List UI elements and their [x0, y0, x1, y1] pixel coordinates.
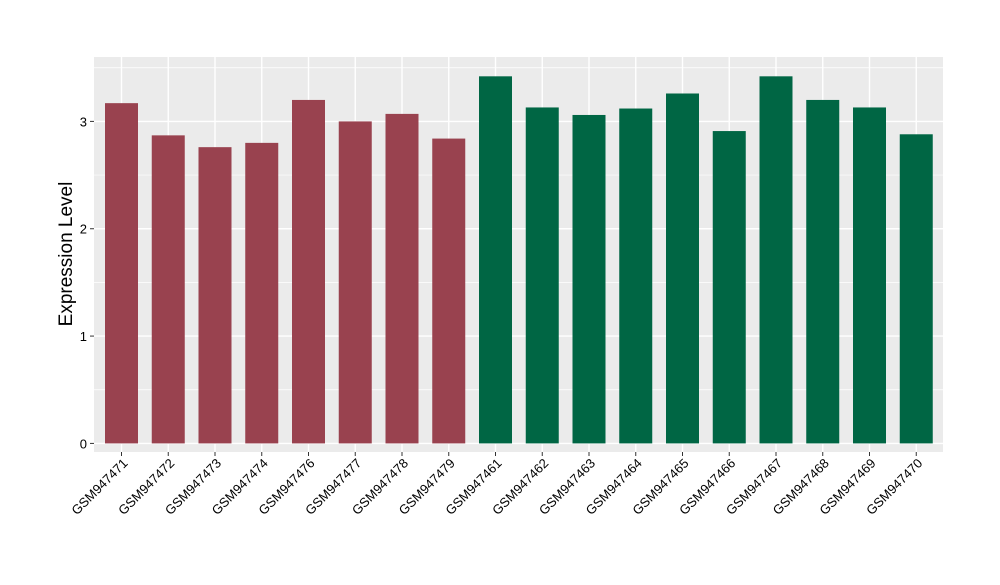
bar-GSM947463	[572, 114, 606, 444]
bar-GSM947474	[245, 142, 279, 444]
bar-GSM947467	[759, 76, 793, 444]
bar-GSM947465	[666, 93, 699, 444]
y-tick-label: 0	[80, 436, 87, 451]
bar-GSM947478	[385, 113, 419, 444]
bar-GSM947471	[105, 103, 138, 444]
bar-GSM947468	[806, 99, 840, 444]
bar-GSM947473	[198, 147, 232, 444]
bar-GSM947476	[292, 99, 325, 444]
y-tick-label: 1	[80, 329, 87, 344]
bar-GSM947461	[479, 76, 512, 444]
plot-panel	[94, 57, 943, 452]
bar-GSM947462	[525, 107, 559, 444]
y-axis-label: Expression Level	[56, 182, 77, 327]
bars	[105, 76, 933, 444]
y-tick-label: 2	[80, 222, 87, 237]
bar-GSM947479	[432, 138, 466, 444]
bar-GSM947472	[151, 135, 185, 444]
bar-GSM947477	[338, 121, 372, 444]
bar-GSM947469	[853, 107, 886, 444]
bar-GSM947470	[899, 134, 933, 444]
y-tick-label: 3	[80, 114, 87, 129]
bar-GSM947466	[712, 131, 746, 444]
bar-GSM947464	[619, 108, 653, 444]
